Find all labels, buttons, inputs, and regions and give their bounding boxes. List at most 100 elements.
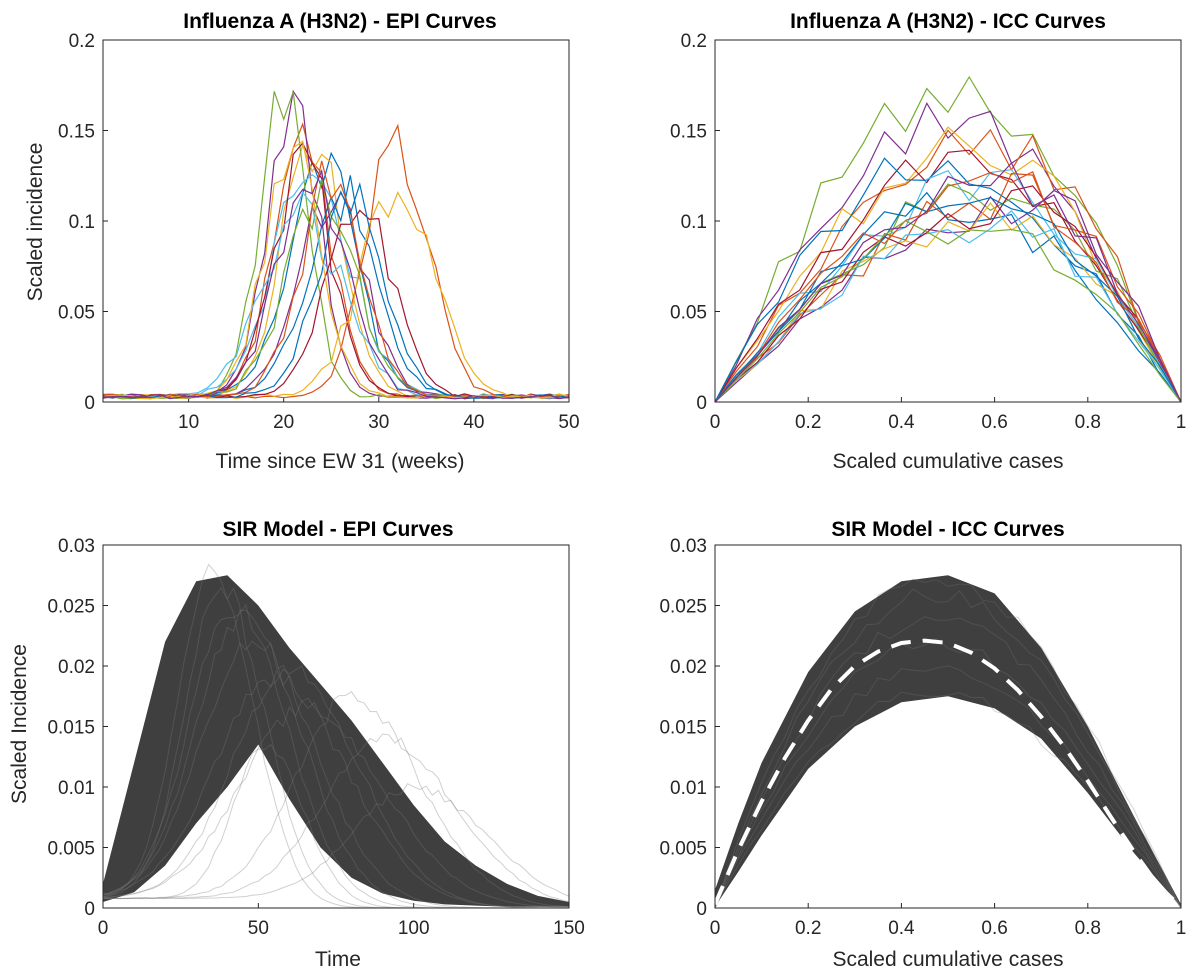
panel-title: SIR Model - ICC Curves xyxy=(831,518,1064,541)
x-tick-label: 1 xyxy=(1176,412,1187,433)
series-line xyxy=(103,665,569,908)
x-tick-label: 30 xyxy=(368,412,389,433)
y-tick-label: 0.03 xyxy=(58,536,95,557)
plot-area: 10 20 30 40 50 0 0.05 0.1 0.15 0.2 xyxy=(58,31,580,433)
series-line xyxy=(103,691,569,908)
y-tick-label: 0.2 xyxy=(681,31,707,52)
series-line xyxy=(103,609,569,908)
y-tick-label: 0 xyxy=(84,899,95,920)
series-line xyxy=(103,190,569,399)
series-line xyxy=(103,209,569,400)
y-tick-label: 0.015 xyxy=(47,718,95,739)
series-line xyxy=(103,182,569,399)
panel-sir-epi: SIR Model - EPI Curves Time Scaled Incid… xyxy=(8,518,585,971)
series-line xyxy=(103,603,569,908)
y-tick-label: 0 xyxy=(696,899,707,920)
series-line xyxy=(715,185,1181,402)
series-line xyxy=(103,168,569,400)
x-tick-label: 150 xyxy=(553,918,585,939)
x-axis-title: Scaled cumulative cases xyxy=(832,450,1063,473)
series-line xyxy=(715,578,1181,908)
y-tick-label: 0.01 xyxy=(670,778,707,799)
y-axis-title: Scaled Incidence xyxy=(8,644,31,804)
panel-title: SIR Model - EPI Curves xyxy=(222,518,453,541)
series-line xyxy=(715,189,1181,402)
axes-frame xyxy=(714,544,1182,909)
axes-frame xyxy=(102,39,570,403)
x-tick-label: 0.8 xyxy=(1075,412,1101,433)
series-line xyxy=(103,699,569,908)
series-line xyxy=(715,75,1181,402)
series-line xyxy=(715,665,1181,908)
series-line xyxy=(103,140,569,400)
series-line xyxy=(103,733,569,903)
x-tick-label: 0.2 xyxy=(795,412,821,433)
mean-curve xyxy=(715,638,1181,908)
panel-h3n2-epi: Influenza A (H3N2) - EPI Curves Time sin… xyxy=(24,10,580,473)
y-tick-label: 0 xyxy=(84,393,95,414)
ensemble-envelope xyxy=(103,575,569,907)
series-line xyxy=(715,170,1181,402)
panel-sir-icc: SIR Model - ICC Curves Scaled cumulative… xyxy=(659,518,1186,971)
x-tick-label: 40 xyxy=(463,412,484,433)
axes-box xyxy=(714,39,1182,403)
series-line xyxy=(103,123,569,400)
y-tick-label: 0.05 xyxy=(670,303,707,324)
y-tick-label: 0.15 xyxy=(670,122,707,143)
x-tick-label: 20 xyxy=(273,412,294,433)
series-line xyxy=(715,588,1181,908)
panel-title: Influenza A (H3N2) - ICC Curves xyxy=(790,10,1106,33)
y-tick-label: 0.005 xyxy=(47,839,95,860)
series-line xyxy=(103,141,569,400)
y-tick-label: 0.03 xyxy=(670,536,707,557)
x-tick-label: 100 xyxy=(398,918,430,939)
x-axis-title: Time since EW 31 (weeks) xyxy=(216,450,465,473)
y-tick-label: 0.1 xyxy=(681,212,707,233)
series-line xyxy=(715,210,1181,402)
y-tick-label: 0.005 xyxy=(659,839,707,860)
series-line xyxy=(715,168,1181,402)
series-line xyxy=(715,128,1181,402)
y-tick-label: 0.1 xyxy=(69,212,95,233)
series-group xyxy=(715,575,1181,908)
series-line xyxy=(103,122,569,400)
y-tick-label: 0.02 xyxy=(670,657,707,678)
x-axis-title: Time xyxy=(315,948,361,971)
x-tick-label: 0.8 xyxy=(1075,918,1101,939)
y-tick-label: 0.02 xyxy=(58,657,95,678)
series-line xyxy=(715,161,1181,402)
y-tick-label: 0.2 xyxy=(69,31,95,52)
x-tick-label: 0 xyxy=(710,412,721,433)
y-tick-label: 0.05 xyxy=(58,303,95,324)
axes-frame xyxy=(102,544,570,909)
y-tick-label: 0.025 xyxy=(659,597,707,618)
series-line xyxy=(103,669,569,908)
panel-title: Influenza A (H3N2) - EPI Curves xyxy=(183,10,497,33)
series-line xyxy=(715,220,1181,402)
plot-area: 0 0.2 0.4 0.6 0.8 1 0 0.05 0.1 0.15 0.2 xyxy=(670,31,1186,433)
series-group xyxy=(103,563,569,908)
x-tick-label: 50 xyxy=(558,412,579,433)
series-line xyxy=(103,783,569,900)
plot-area: 0 50 100 150 0 0.005 0.01 0.015 0.02 0.025 0.03 xyxy=(47,536,584,939)
y-tick-label: 0.15 xyxy=(58,122,95,143)
series-line xyxy=(715,691,1181,908)
y-tick-label: 0.01 xyxy=(58,778,95,799)
series-line xyxy=(103,586,569,908)
x-tick-label: 0.4 xyxy=(888,412,915,433)
series-line xyxy=(715,157,1181,402)
x-tick-label: 0 xyxy=(98,918,109,939)
series-line xyxy=(715,126,1181,402)
axes-frame xyxy=(714,39,1182,403)
series-group xyxy=(103,89,569,400)
series-line xyxy=(103,175,569,399)
x-tick-label: 0.6 xyxy=(981,412,1007,433)
y-tick-label: 0.025 xyxy=(47,597,95,618)
series-line xyxy=(103,179,569,400)
series-line xyxy=(715,197,1181,402)
y-tick-label: 0.015 xyxy=(659,718,707,739)
x-tick-label: 10 xyxy=(178,412,199,433)
series-line xyxy=(103,743,569,908)
x-axis-title: Scaled cumulative cases xyxy=(832,948,1063,971)
